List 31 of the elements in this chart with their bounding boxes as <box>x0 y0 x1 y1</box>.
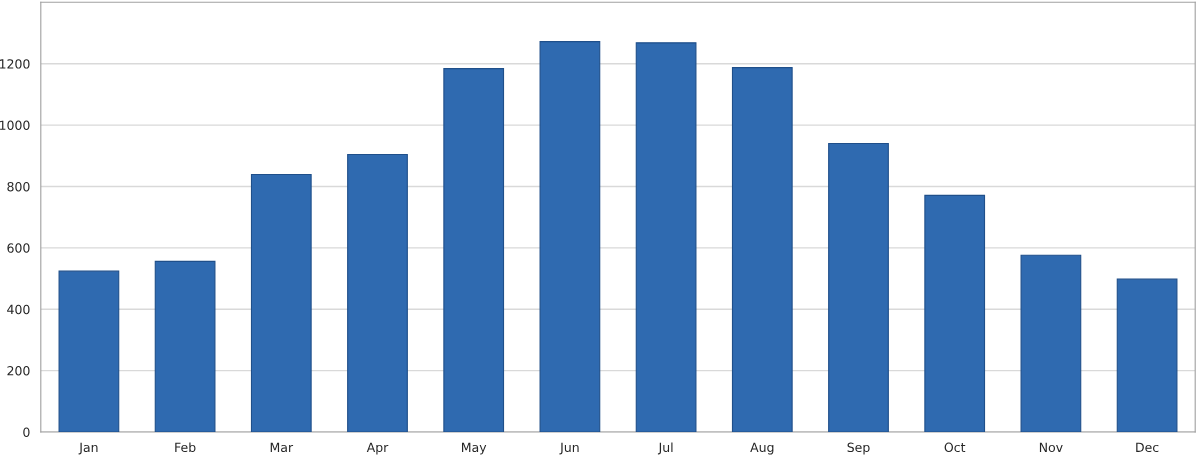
y-tick-label: 0 <box>23 427 30 437</box>
bar <box>1116 278 1178 432</box>
bar <box>347 153 408 432</box>
y-tick-label: 1200 <box>0 59 30 69</box>
bar <box>731 67 793 432</box>
x-tick-label: May <box>462 442 487 455</box>
x-tick-label: Jul <box>657 442 673 455</box>
bar <box>58 270 120 432</box>
bar <box>828 142 889 432</box>
y-tick-label: 600 <box>7 243 30 253</box>
bar <box>924 194 986 432</box>
x-tick-label: Aug <box>750 442 774 455</box>
bar <box>154 260 216 432</box>
bar <box>443 68 505 432</box>
bar <box>1020 254 1082 432</box>
x-tick-label: Sep <box>847 442 870 455</box>
bar <box>250 173 312 432</box>
y-tick-label: 1000 <box>0 120 30 130</box>
x-tick-label: Nov <box>1039 442 1063 453</box>
x-tick-label: Mar <box>270 442 294 453</box>
x-tick-label: Jan <box>78 442 98 455</box>
y-tick-label: 800 <box>7 181 30 192</box>
x-tick-label: Apr <box>366 442 389 455</box>
x-tick-label: Dec <box>1136 442 1159 453</box>
x-tick-label: Jun <box>559 442 579 455</box>
x-tick-label: Oct <box>944 442 966 453</box>
bar <box>635 42 697 432</box>
x-tick-label: Feb <box>175 442 196 453</box>
bar <box>539 41 601 432</box>
y-tick-label: 400 <box>7 304 30 315</box>
y-tick-label: 200 <box>7 366 30 376</box>
